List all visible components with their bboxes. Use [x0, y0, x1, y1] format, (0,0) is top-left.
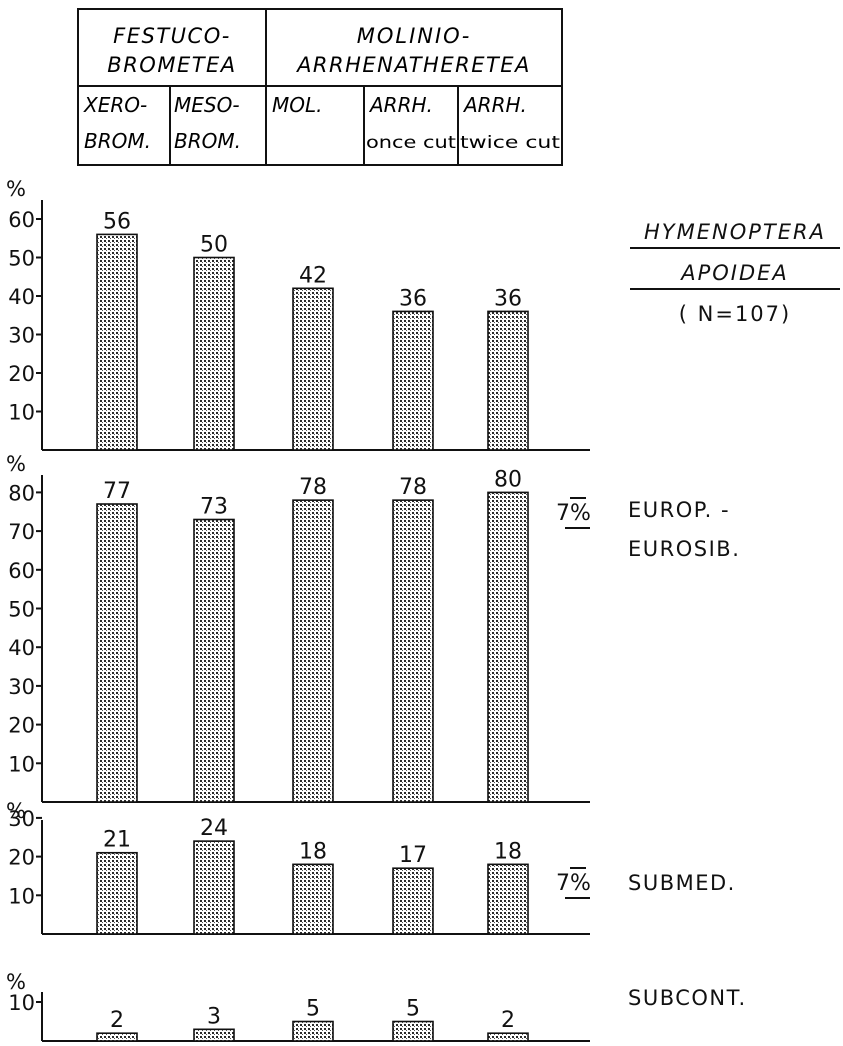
y-axis-unit-label: % [6, 452, 26, 476]
bar [292, 499, 334, 803]
bar [193, 1028, 235, 1042]
bar-value-label: 3 [207, 1004, 221, 1029]
series-label-line: ( N=107) [679, 302, 791, 326]
y-tick-label: 20 [8, 362, 35, 386]
y-tick-label: 30 [8, 675, 35, 699]
bar-value-label: 36 [399, 286, 427, 311]
y-tick-label: 20 [8, 714, 35, 738]
bar-value-label: 21 [103, 828, 131, 853]
bar [392, 310, 434, 451]
bar [96, 851, 138, 935]
bar [487, 863, 529, 935]
panel-2: % 10 20 30 40 50 60 70 80 77 73 78 78 80 EUROP. - EUROS… [6, 452, 740, 803]
y-tick-label: 30 [8, 807, 35, 831]
bar [487, 491, 529, 803]
panel-1: % 10 20 30 40 50 60 56 50 42 36 36 HYMENOPTERA APOIDE… [6, 177, 840, 451]
series-label-line: SUBMED. [628, 871, 736, 895]
series-label-line: APOIDEA [679, 261, 789, 285]
y-tick-label: 10 [8, 884, 35, 908]
y-tick-label: 60 [8, 559, 35, 583]
col-arrh1-line1: ARRH. [368, 93, 433, 117]
bar-value-label: 56 [103, 209, 131, 234]
bar [392, 499, 434, 803]
col-arrh2-line1: ARRH. [462, 93, 527, 117]
y-tick-label: 10 [8, 752, 35, 776]
y-tick-label: 40 [8, 285, 35, 309]
bar [392, 867, 434, 935]
header-table: FESTUCO- BROMETEA MOLINIO- ARRHENATHERET… [77, 8, 563, 166]
y-tick-label: 60 [8, 208, 35, 232]
y-tick-label: 10 [8, 401, 35, 425]
bar-value-label: 78 [399, 475, 427, 500]
group-festuco-line2: BROMETEA [107, 53, 236, 77]
col-mol-line1: MOL. [272, 93, 323, 117]
col-meso-line1: MESO- [174, 93, 240, 117]
y-tick-label: 80 [8, 481, 35, 505]
bar [96, 1032, 138, 1042]
y-tick-label: 10 [8, 991, 35, 1015]
col-arrh1-line2: once cut [366, 133, 456, 153]
marker-label: 7% [556, 501, 591, 526]
bar-value-label: 2 [110, 1008, 124, 1033]
bar [193, 256, 235, 451]
series-label-line: EUROSIB. [628, 537, 740, 561]
panel-4: %10 2 3 5 5 2 SUBCONT. [6, 970, 747, 1042]
bar-value-label: 2 [501, 1008, 515, 1033]
bar [292, 287, 334, 451]
group-molinio-line1: MOLINIO- [357, 24, 472, 48]
bar-value-label: 77 [103, 479, 131, 504]
bar-value-label: 18 [494, 839, 522, 864]
y-tick-label: 20 [8, 846, 35, 870]
group-festuco-line1: FESTUCO- [113, 24, 231, 48]
bar [392, 1020, 434, 1042]
y-axis-unit-label: % [6, 177, 26, 201]
series-label-line: EUROP. - [628, 498, 730, 522]
bar-value-label: 24 [200, 816, 228, 841]
bar-value-label: 5 [406, 997, 420, 1022]
bar [487, 310, 529, 451]
bar [96, 233, 138, 451]
y-tick-label: 50 [8, 598, 35, 622]
marker-label: 7% [556, 871, 591, 896]
bar-value-label: 42 [299, 263, 327, 288]
y-tick-label: 50 [8, 247, 35, 271]
bar-value-label: 73 [200, 494, 228, 519]
bar [96, 503, 138, 803]
bar-value-label: 5 [306, 997, 320, 1022]
bar [292, 863, 334, 935]
bar-value-label: 50 [200, 233, 228, 258]
bar [193, 518, 235, 803]
col-arrh2-line2: twice cut [460, 133, 560, 153]
bar-value-label: 80 [494, 467, 522, 492]
y-axis-unit-label: % [6, 799, 26, 823]
bar-value-label: 36 [494, 286, 522, 311]
bar-value-label: 78 [299, 475, 327, 500]
col-xero-line1: XERO- [83, 93, 147, 117]
bar-value-label: 17 [399, 843, 427, 868]
series-label-line: HYMENOPTERA [644, 220, 826, 244]
y-axis-unit-label: % [6, 970, 26, 994]
panel-3: % 10 20 30 21 24 18 17 18 SUBMED. 7% [6, 799, 736, 935]
y-tick-label: 70 [8, 520, 35, 544]
bar [292, 1020, 334, 1042]
bar [487, 1032, 529, 1042]
y-tick-label: 40 [8, 636, 35, 660]
group-molinio-line2: ARRHENATHERETEA [295, 53, 531, 77]
y-tick-label: 30 [8, 324, 35, 348]
col-xero-line2: BROM. [84, 129, 151, 153]
bar [193, 840, 235, 935]
col-meso-line2: BROM. [174, 129, 241, 153]
series-label-line: SUBCONT. [628, 986, 747, 1010]
bar-value-label: 18 [299, 839, 327, 864]
